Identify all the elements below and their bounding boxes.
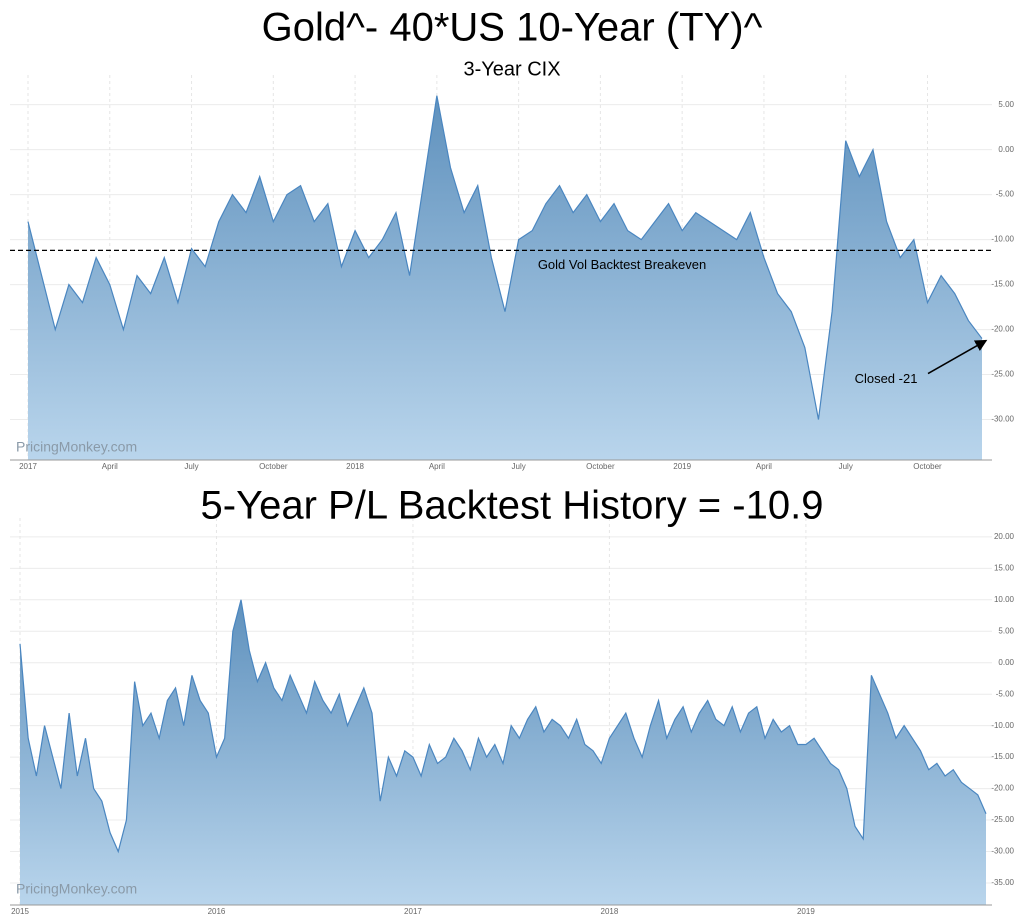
area xyxy=(20,599,986,905)
x-tick-label: 2019 xyxy=(797,907,815,916)
x-tick-label: 2016 xyxy=(208,907,226,916)
annotation: Closed -21 xyxy=(855,371,918,386)
x-tick-label: October xyxy=(913,462,942,471)
y-tick-label: -30.00 xyxy=(991,847,1014,856)
chart-title: 5-Year P/L Backtest History = -10.9 xyxy=(201,484,824,528)
x-tick-label: April xyxy=(102,462,118,471)
y-tick-label: -15.00 xyxy=(991,280,1014,289)
x-tick-label: July xyxy=(184,462,198,471)
y-tick-label: 15.00 xyxy=(994,563,1015,572)
y-tick-label: 0.00 xyxy=(998,658,1014,667)
y-tick-label: -5.00 xyxy=(996,689,1015,698)
y-tick-label: 5.00 xyxy=(998,626,1014,635)
y-tick-label: -5.00 xyxy=(996,190,1015,199)
y-tick-label: -30.00 xyxy=(991,415,1014,424)
x-tick-label: 2017 xyxy=(404,907,422,916)
watermark: PricingMonkey.com xyxy=(16,439,137,455)
x-tick-label: 2017 xyxy=(19,462,37,471)
y-tick-label: -20.00 xyxy=(991,325,1014,334)
line xyxy=(27,95,983,420)
x-tick-label: July xyxy=(839,462,853,471)
y-tick-label: -10.00 xyxy=(991,721,1014,730)
watermark: PricingMonkey.com xyxy=(16,881,137,897)
x-tick-label: October xyxy=(259,462,288,471)
y-tick-label: -25.00 xyxy=(991,370,1014,379)
x-tick-label: 2015 xyxy=(11,907,29,916)
x-tick-label: October xyxy=(586,462,615,471)
x-tick-label: July xyxy=(512,462,526,471)
x-tick-label: April xyxy=(429,462,445,471)
x-tick-label: 2018 xyxy=(346,462,364,471)
chart-subtitle: 3-Year CIX xyxy=(463,58,560,80)
y-tick-label: -20.00 xyxy=(991,784,1014,793)
y-tick-label: -35.00 xyxy=(991,878,1014,887)
y-tick-label: -10.00 xyxy=(991,235,1014,244)
y-tick-label: -25.00 xyxy=(991,815,1014,824)
y-tick-label: 20.00 xyxy=(994,532,1015,541)
y-tick-label: 0.00 xyxy=(998,145,1014,154)
x-tick-label: April xyxy=(756,462,772,471)
annotation: Gold Vol Backtest Breakeven xyxy=(538,257,706,272)
y-tick-label: 10.00 xyxy=(994,595,1015,604)
line xyxy=(19,599,987,854)
annotation-arrow xyxy=(927,339,988,375)
x-tick-label: 2019 xyxy=(673,462,691,471)
y-tick-label: 5.00 xyxy=(998,100,1014,109)
area xyxy=(28,95,982,460)
x-tick-label: 2018 xyxy=(601,907,619,916)
y-tick-label: -15.00 xyxy=(991,752,1014,761)
chart-title: Gold^- 40*US 10-Year (TY)^ xyxy=(262,6,763,50)
